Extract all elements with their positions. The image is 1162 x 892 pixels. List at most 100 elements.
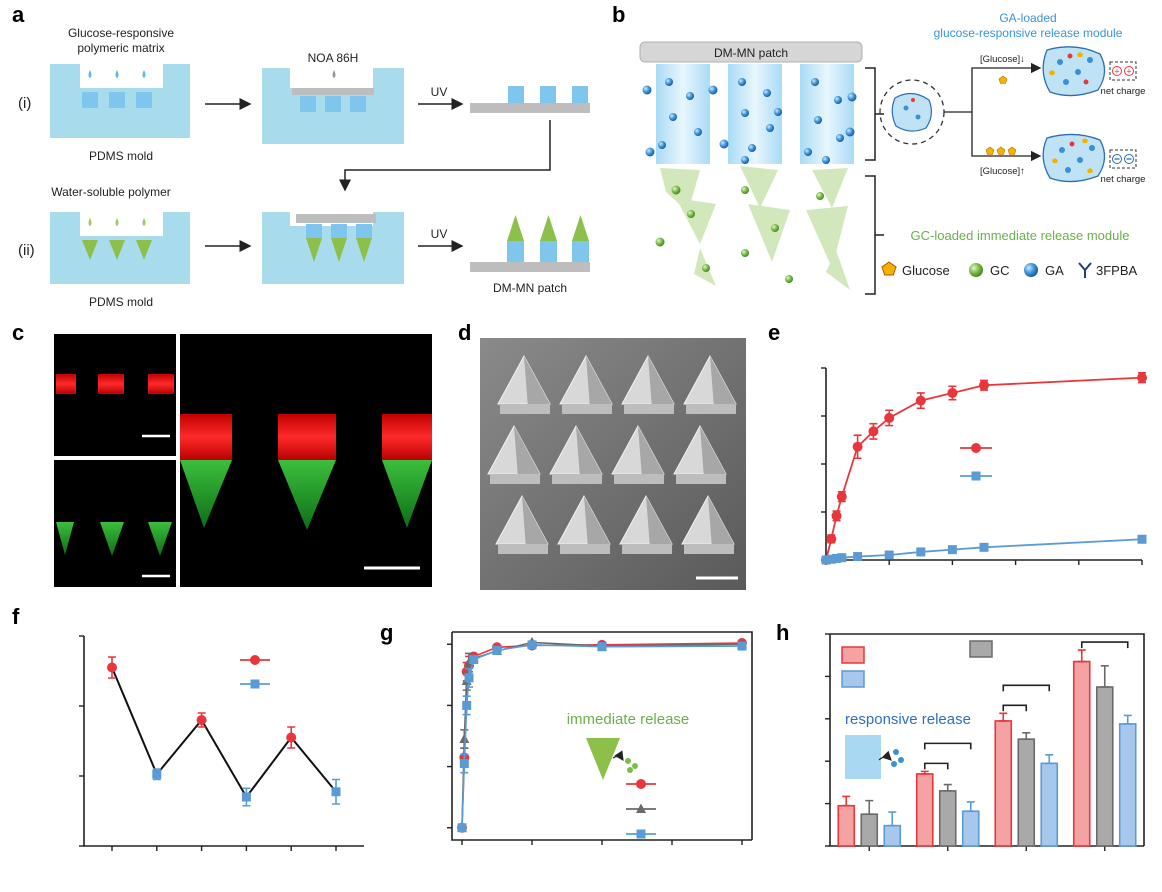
bar xyxy=(837,804,856,847)
axis-frame xyxy=(83,636,364,847)
sem-needle-base xyxy=(614,474,664,484)
glucose-icon-3 xyxy=(985,146,1017,155)
data-point xyxy=(916,547,926,557)
chart-g xyxy=(447,631,753,845)
data-point xyxy=(979,542,989,552)
significance-bracket xyxy=(1002,704,1028,712)
legend-ga: GA xyxy=(1045,263,1064,278)
bar xyxy=(1017,738,1036,847)
sem-needle-shadow xyxy=(576,426,602,478)
patch-title: DM-MN patch xyxy=(714,46,788,60)
zoom-ga-2 xyxy=(915,114,921,120)
bracket-ga xyxy=(865,67,884,161)
bracket-gc xyxy=(865,175,884,295)
connector-arrow xyxy=(339,120,551,192)
data-point xyxy=(107,662,117,673)
panel-a: a (i) (ii) Glucose-responsive polymeric … xyxy=(12,2,590,309)
row-ii-marker: (ii) xyxy=(18,242,35,259)
data-point xyxy=(527,640,537,650)
sem-needle-shadow xyxy=(710,356,736,408)
patch-backing xyxy=(639,41,863,63)
noa-layer-1 xyxy=(292,88,374,95)
data-point xyxy=(837,553,847,563)
series-line xyxy=(461,644,743,828)
swollen-matrix-2 xyxy=(1042,133,1106,183)
sem-needle-shadow xyxy=(700,426,726,478)
data-point xyxy=(469,655,479,665)
mold4-tips xyxy=(306,238,372,262)
sem-needle-shadow xyxy=(646,496,672,548)
data-point xyxy=(831,510,842,521)
needle-base-1 xyxy=(508,86,524,103)
series-line xyxy=(111,667,337,799)
matrix-label-line2: polymeric matrix xyxy=(77,41,164,55)
h-matrix-icon xyxy=(845,735,881,779)
green-tip-l2 xyxy=(278,460,336,530)
data-point xyxy=(286,732,297,743)
data-point xyxy=(947,545,957,555)
chart-h xyxy=(825,633,1145,851)
blue-sphere-icon xyxy=(1024,263,1038,277)
data-point xyxy=(459,733,470,744)
data-point xyxy=(459,759,469,769)
legend-marker xyxy=(250,655,260,665)
legend-marker xyxy=(636,803,646,813)
sem-needle-base xyxy=(552,474,602,484)
gc-module-label: GC-loaded immediate release module xyxy=(911,228,1130,243)
error-bar xyxy=(865,799,874,815)
legend-marker xyxy=(636,779,646,789)
gc-spheres xyxy=(655,185,824,283)
red-base-l3 xyxy=(382,414,432,460)
bar xyxy=(938,790,957,847)
data-point xyxy=(1137,534,1147,544)
g-tip-icon xyxy=(586,738,620,780)
sem-needle-base xyxy=(562,404,612,414)
g-gc-dot-3 xyxy=(627,767,633,773)
ga-module-line2: glucose-responsive release module xyxy=(934,26,1123,40)
sem-needle-base xyxy=(624,404,674,414)
net-charge-box-2 xyxy=(1109,149,1137,169)
g-gc-dot-2 xyxy=(632,763,638,769)
panel-d: d xyxy=(458,320,746,590)
water-polymer-label: Water-soluble polymer xyxy=(51,185,171,199)
sem-needle-shadow xyxy=(522,496,548,548)
plus-sign-2: + xyxy=(1126,67,1131,77)
glucose-icon-1 xyxy=(998,75,1008,84)
significance-bracket xyxy=(1080,641,1129,649)
error-bar xyxy=(1022,731,1031,740)
error-bar xyxy=(1100,665,1109,688)
bar xyxy=(1095,686,1114,847)
net-charge-label-1: net charge xyxy=(1101,86,1146,97)
error-bar xyxy=(1123,714,1132,725)
data-point xyxy=(196,715,207,725)
plus-sign-1: + xyxy=(1114,67,1119,77)
ga-column-3 xyxy=(800,64,854,164)
data-point xyxy=(597,642,607,652)
error-bar xyxy=(1077,649,1086,663)
net-charge-box-1 xyxy=(1109,61,1137,81)
data-point xyxy=(1137,372,1147,383)
legend-marker xyxy=(971,443,981,453)
bar xyxy=(1118,723,1137,847)
noa-backing xyxy=(470,103,590,113)
panel-c: c xyxy=(12,320,432,587)
legend-swatch xyxy=(841,646,865,664)
series-line xyxy=(461,642,743,828)
data-point xyxy=(884,550,894,560)
final-base-3 xyxy=(572,241,589,262)
axis-frame-top xyxy=(830,633,1145,846)
sem-needle-base xyxy=(560,544,610,554)
h-ga-dot-2 xyxy=(898,757,904,763)
red-base-s1 xyxy=(56,374,76,394)
branch-down xyxy=(971,112,1042,162)
error-bar xyxy=(1045,754,1054,765)
legend-gc: GC xyxy=(990,263,1010,278)
sem-needle-shadow xyxy=(524,356,550,408)
h-ga-dot-3 xyxy=(891,761,897,767)
plus-charge-1 xyxy=(1112,66,1122,76)
legend-b: Glucose GC GA 3FPBA xyxy=(881,261,1138,278)
legend-marker xyxy=(250,679,260,689)
ga-spheres xyxy=(642,78,857,164)
bar xyxy=(915,773,934,847)
